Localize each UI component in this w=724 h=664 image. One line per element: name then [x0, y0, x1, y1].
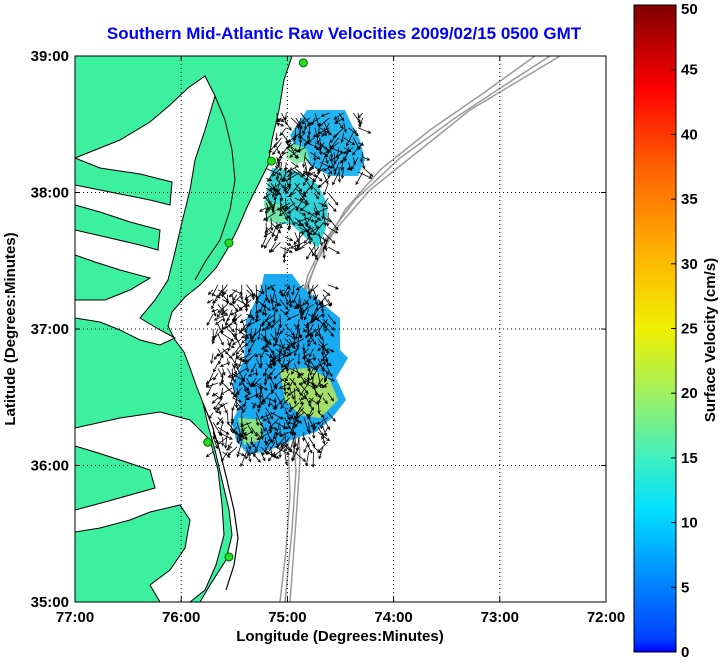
station-marker	[299, 59, 307, 67]
y-tick-label: 39:00	[31, 48, 69, 65]
station-marker	[204, 438, 212, 446]
y-tick-label: 38:00	[31, 185, 69, 202]
colorbar-tick-label: 15	[681, 450, 698, 467]
x-tick-label: 73:00	[481, 609, 519, 626]
x-tick-label: 74:00	[374, 609, 412, 626]
chart-title: Southern Mid-Atlantic Raw Velocities 200…	[107, 24, 582, 43]
x-tick-label: 77:00	[56, 609, 94, 626]
colorbar-tick-label: 50	[681, 1, 698, 18]
colorbar-tick-label: 35	[681, 191, 698, 208]
y-tick-label: 36:00	[31, 458, 69, 475]
station-marker	[225, 553, 233, 561]
colorbar-tick-label: 5	[681, 579, 689, 596]
y-tick-label: 35:00	[31, 594, 69, 611]
colorbar-tick-label: 10	[681, 515, 698, 532]
colorbar	[634, 5, 676, 652]
colorbar-tick-label: 45	[681, 62, 698, 79]
station-marker	[267, 157, 275, 165]
y-axis-label: Latitude (Degrees:Minutes)	[2, 232, 19, 425]
y-tick-label: 37:00	[31, 321, 69, 338]
colorbar-tick-label: 40	[681, 126, 698, 143]
station-marker	[225, 239, 233, 247]
x-tick-label: 76:00	[162, 609, 200, 626]
colorbar-label: Surface Velocity (cm/s)	[702, 258, 719, 422]
x-tick-label: 72:00	[587, 609, 625, 626]
colorbar-tick-label: 20	[681, 385, 698, 402]
x-axis-label: Longitude (Degrees:Minutes)	[236, 628, 444, 645]
colorbar-tick-label: 0	[681, 644, 689, 659]
colorbar-tick-label: 25	[681, 321, 698, 338]
colorbar-tick-label: 30	[681, 256, 698, 273]
x-tick-label: 75:00	[268, 609, 306, 626]
